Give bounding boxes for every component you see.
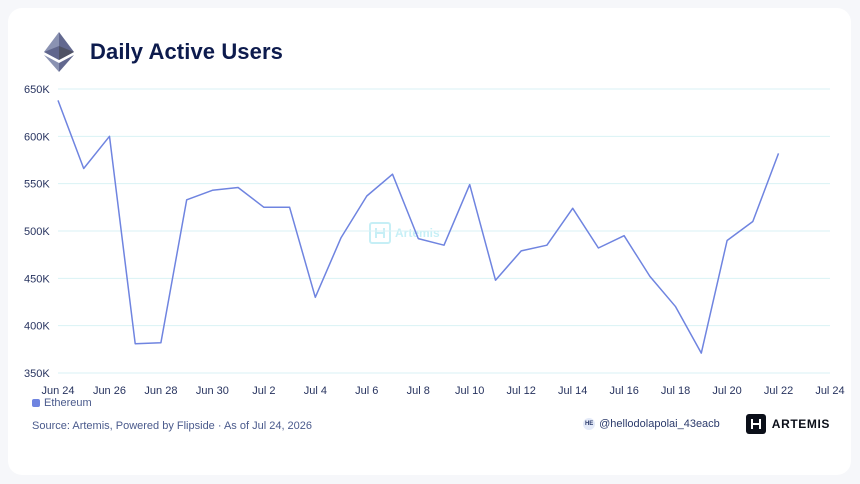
x-tick-label: Jul 12 [507,385,536,397]
x-tick-label: Jul 24 [815,385,844,397]
y-tick-label: 550K [24,179,50,191]
series-line-ethereum [57,100,780,354]
ethereum-icon [44,32,74,72]
x-tick-label: Jun 30 [196,385,229,397]
y-tick-label: 650K [24,84,50,96]
user-avatar-icon: HE [583,418,596,430]
y-axis: 350K 400K 450K 500K 550K 600K 650K [24,84,50,380]
legend[interactable]: Ethereum [32,397,92,409]
legend-swatch-ethereum [32,399,40,407]
x-tick-label: Jun 28 [144,385,177,397]
y-tick-label: 600K [24,131,50,143]
artemis-logo-icon [745,414,766,434]
x-tick-label: Jul 6 [355,385,378,397]
x-tick-label: Jun 24 [41,385,74,397]
artemis-watermark-icon [369,222,391,244]
y-tick-label: 400K [24,321,50,333]
x-tick-label: Jul 14 [558,385,587,397]
artemis-brand: ARTEMIS [771,417,830,431]
chart-header: Daily Active Users [44,32,283,72]
source-note: Source: Artemis, Powered by Flipside · A… [32,420,313,432]
x-tick-label: Jul 16 [609,385,638,397]
artemis-watermark: Artemis [369,222,440,244]
watermark-text: Artemis [395,226,440,240]
author-handle[interactable]: @hellodolapolai_43eacb [599,418,720,430]
x-tick-label: Jul 10 [455,385,484,397]
legend-label-ethereum: Ethereum [44,397,92,409]
x-tick-label: Jul 22 [764,385,793,397]
x-tick-label: Jul 18 [661,385,690,397]
y-tick-label: 500K [24,226,50,238]
y-tick-label: 450K [24,273,50,285]
x-tick-label: Jul 2 [252,385,275,397]
y-tick-label: 350K [24,368,50,380]
footer-credits: HE @hellodolapolai_43eacb ARTEMIS [583,414,830,434]
x-tick-label: Jul 20 [712,385,741,397]
x-tick-label: Jun 26 [93,385,126,397]
x-tick-label: Jul 8 [407,385,430,397]
grid-lines [58,88,830,374]
chart-card: Daily Active Users [8,8,851,475]
page-title: Daily Active Users [90,39,283,64]
x-tick-label: Jul 4 [304,385,327,397]
x-axis: Jun 24 Jun 26 Jun 28 Jun 30 Jul 2 Jul 4 Jul 6 J… [41,385,844,397]
